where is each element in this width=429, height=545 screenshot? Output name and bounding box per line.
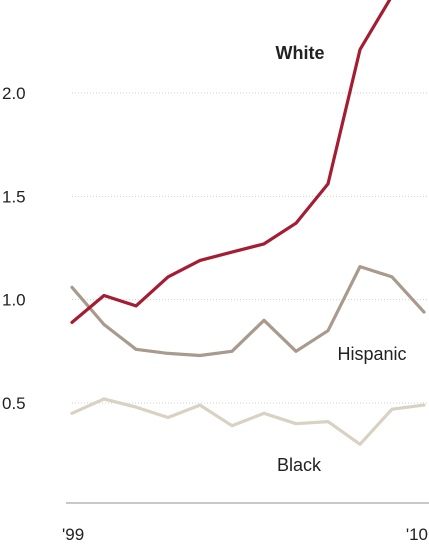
series-line-hispanic: [70, 265, 426, 358]
x-tick-label: '10: [406, 525, 428, 544]
series-label-black: Black: [277, 455, 322, 475]
series-labels: White Hispanic Black: [276, 43, 407, 475]
x-tick-label: '99: [62, 525, 84, 544]
gridlines: [72, 92, 429, 404]
series-line-black: [70, 397, 426, 446]
y-tick-label: 1.5: [2, 187, 26, 206]
y-tick-label: 0.5: [2, 394, 26, 413]
x-axis-ticks: '99 '10: [62, 525, 428, 544]
y-tick-label: 2.0: [2, 84, 26, 103]
y-axis-ticks: 2.0 1.5 1.0 0.5: [2, 84, 26, 413]
series-lines: [70, 0, 426, 446]
series-label-hispanic: Hispanic: [337, 344, 406, 364]
series-line-white: [70, 0, 392, 324]
series-label-white: White: [276, 43, 325, 63]
y-tick-label: 1.0: [2, 291, 26, 310]
